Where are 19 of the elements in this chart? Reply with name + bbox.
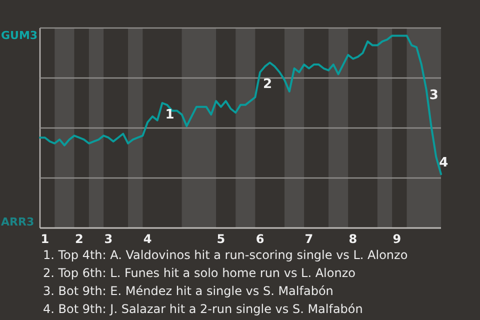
text: 3. Bot 9th: E. Méndez hit a single vs S. Malfabón <box>43 284 334 298</box>
annotation: 4 <box>439 155 448 170</box>
x-tick-label: 8 <box>348 232 358 246</box>
x-tick-label: 5 <box>216 232 226 246</box>
x-tick-label: 2 <box>74 232 84 246</box>
text: GUM3 <box>1 29 38 42</box>
x-tick-label: 9 <box>392 232 402 246</box>
x-tick-label: 7 <box>304 232 314 246</box>
x-tick-label: 4 <box>143 232 152 246</box>
annotation: 1 <box>165 108 174 123</box>
text: ARR3 <box>1 215 34 228</box>
text: 2. Top 6th: L. Funes hit a solo home run vs L. Alonzo <box>43 266 356 280</box>
text: 4. Bot 9th: J. Salazar hit a 2-run single vs S. Malfabón <box>43 302 363 316</box>
x-tick-label: 1 <box>40 232 50 246</box>
x-tick-label: 6 <box>256 232 264 246</box>
text: 1. Top 4th: A. Valdovinos hit a run-scoring single vs L. Alonzo <box>43 248 408 262</box>
annotation: 3 <box>429 88 438 104</box>
x-tick-label: 3 <box>104 232 113 246</box>
annotation: 2 <box>263 76 272 92</box>
